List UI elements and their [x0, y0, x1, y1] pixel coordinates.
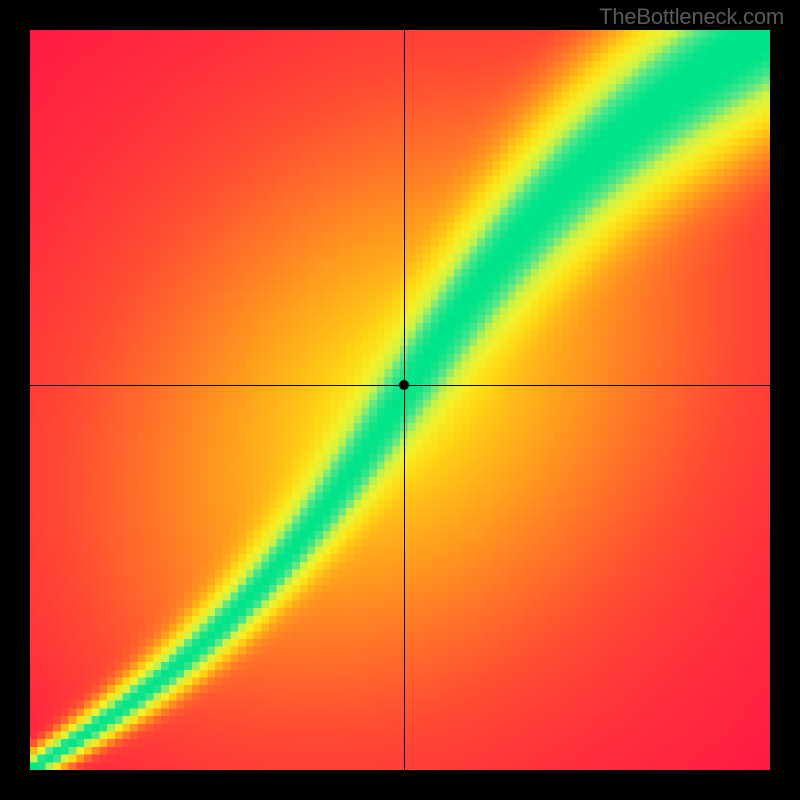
bottleneck-heatmap [30, 30, 770, 770]
crosshair-vertical [404, 30, 405, 770]
selected-point-marker [399, 380, 409, 390]
heatmap-canvas [30, 30, 770, 770]
watermark: TheBottleneck.com [599, 4, 784, 30]
